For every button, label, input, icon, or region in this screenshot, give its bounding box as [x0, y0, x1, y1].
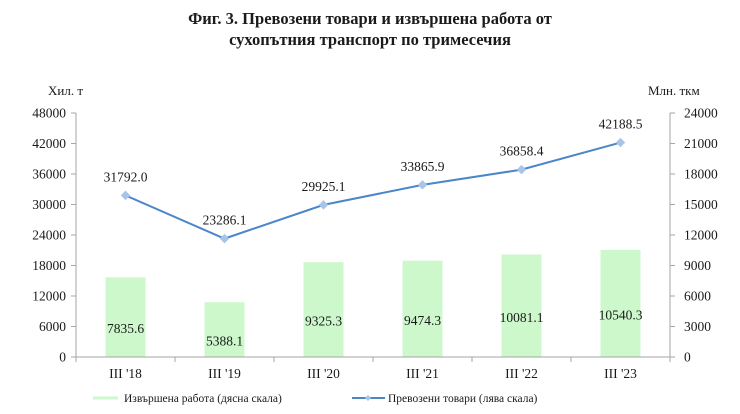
- diamond-marker-icon: [120, 190, 131, 201]
- diamond-marker-icon: [219, 233, 230, 244]
- x-axis-tick-label: III '19: [208, 366, 241, 381]
- chart-title-line-2: сухопътния транспорт по тримесечия: [229, 30, 511, 49]
- legend-line-label: Превозени товари (лява скала): [388, 393, 538, 405]
- bar-value-label: 10081.1: [500, 310, 544, 325]
- line-series: [125, 141, 621, 240]
- x-axis-tick-label: III '18: [109, 366, 142, 381]
- left-axis-tick-label: 24000: [32, 228, 66, 243]
- bar: [501, 254, 542, 357]
- right-axis-tick-label: 18000: [684, 167, 718, 182]
- diamond-marker-icon: [318, 200, 329, 210]
- diamond-marker-icon: [417, 180, 428, 190]
- chart-title-line-1: Фиг. 3. Превозени товари и извършена раб…: [188, 9, 552, 28]
- left-axis-tick-label: 6000: [39, 319, 66, 334]
- line-value-label: 36858.4: [500, 144, 544, 159]
- x-axis-tick-label: III '21: [406, 366, 439, 381]
- diamond-marker-icon: [516, 164, 527, 175]
- bar-value-label: 10540.3: [599, 307, 643, 322]
- diamond-marker-icon: [615, 137, 626, 148]
- bar: [303, 262, 344, 357]
- bar-value-label: 5388.1: [206, 334, 243, 349]
- x-axis-tick-label: III '22: [505, 366, 538, 381]
- left-axis-tick-label: 12000: [32, 289, 66, 304]
- line-value-label: 29925.1: [302, 179, 346, 194]
- right-axis-tick-label: 6000: [684, 289, 711, 304]
- left-axis-tick-label: 36000: [32, 167, 66, 182]
- right-axis-tick-label: 12000: [684, 228, 718, 243]
- line-value-label: 23286.1: [203, 213, 247, 228]
- line-value-label: 42188.5: [599, 117, 643, 132]
- left-axis-tick-label: 30000: [32, 197, 66, 212]
- legend-diamond-marker-icon: [365, 395, 371, 401]
- left-axis-tick-label: 48000: [32, 106, 66, 121]
- line-value-label: 33865.9: [401, 159, 445, 174]
- right-axis-tick-label: 24000: [684, 106, 718, 121]
- legend-bar-label: Извършена работа (дясна скала): [124, 393, 282, 405]
- right-axis-unit: Млн. ткм: [648, 83, 700, 98]
- left-axis-tick-label: 42000: [32, 136, 66, 151]
- x-axis-tick-label: III '20: [307, 366, 340, 381]
- bar-value-label: 9325.3: [305, 314, 342, 329]
- bar: [600, 249, 641, 357]
- bar: [402, 260, 443, 357]
- left-axis-unit: Хил. т: [48, 83, 84, 98]
- left-axis-tick-label: 0: [59, 350, 66, 365]
- bar: [105, 277, 146, 357]
- right-axis-tick-label: 15000: [684, 197, 718, 212]
- right-axis-tick-label: 9000: [684, 258, 711, 273]
- bar: [204, 302, 245, 357]
- line-value-label: 31792.0: [104, 169, 148, 184]
- chart-title: Фиг. 3. Превозени товари и извършена раб…: [0, 8, 740, 50]
- right-axis-tick-label: 21000: [684, 136, 718, 151]
- x-axis-tick-label: III '23: [604, 366, 637, 381]
- bar-value-label: 7835.6: [107, 321, 144, 336]
- bar-value-label: 9474.3: [404, 313, 441, 328]
- left-axis-tick-label: 18000: [32, 258, 66, 273]
- right-axis-tick-label: 3000: [684, 319, 711, 334]
- right-axis-tick-label: 0: [684, 350, 691, 365]
